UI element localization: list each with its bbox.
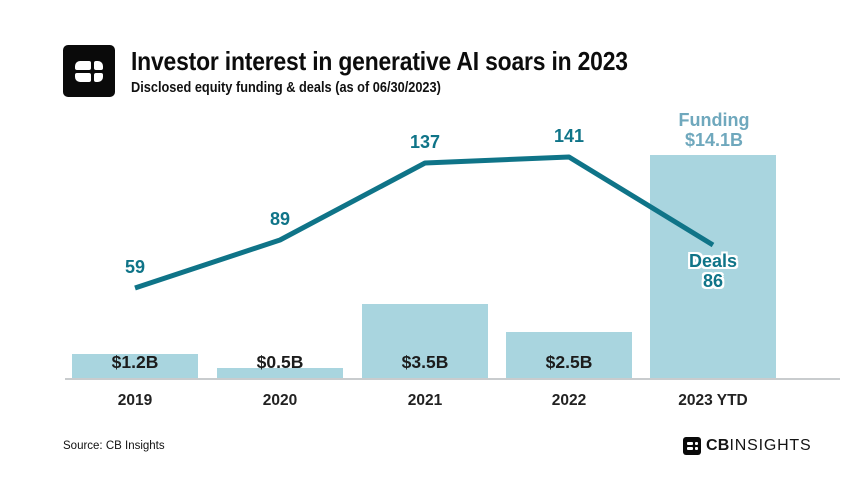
cbinsights-wordmark: CB INSIGHTS [683, 436, 811, 456]
logo-cell [94, 60, 103, 70]
logo-cell [686, 442, 693, 445]
deals-line [134, 154, 715, 291]
deals-point-label: 137 [409, 132, 441, 152]
x-tick-2019: 2019 [117, 392, 153, 409]
wordmark-insights: INSIGHTS [729, 437, 812, 454]
x-tick-2021: 2021 [407, 392, 443, 409]
cbinsights-logo-badge-small [683, 437, 701, 455]
cbinsights-logo-icon [75, 60, 103, 82]
funding-bar-2019 [72, 354, 198, 378]
funding-value-label: $0.5B [256, 352, 304, 372]
logo-cell [94, 72, 103, 82]
x-tick-2020: 2020 [262, 392, 298, 409]
funding-bar-2021 [362, 304, 488, 378]
page-subtitle: Disclosed equity funding & deals (as of … [131, 80, 441, 96]
x-tick-2022: 2022 [551, 392, 587, 409]
funding-annotation: Funding $14.1B [652, 110, 776, 150]
funding-value-label: $1.2B [111, 352, 159, 372]
x-tick-2023-ytd: 2023 YTD [678, 392, 748, 409]
logo-cell [75, 72, 91, 82]
funding-bar-2020 [217, 368, 343, 378]
funding-value-label: $3.5B [401, 352, 449, 372]
source-label: Source: CB Insights [63, 440, 165, 452]
cbinsights-logo-badge [63, 45, 115, 97]
funding-annotation-title: Funding [678, 110, 750, 130]
logo-cell [75, 60, 91, 70]
deals-annotation-title: Deals [688, 251, 738, 271]
deals-annotation: Deals 86 [651, 251, 775, 291]
logo-cell [686, 447, 693, 450]
funding-annotation-value: $14.1B [684, 130, 744, 150]
funding-bar-2022 [506, 332, 632, 378]
logo-cell [694, 447, 698, 450]
wordmark-cb: CB [706, 437, 730, 454]
logo-cell [694, 442, 698, 445]
page-title: Investor interest in generative AI soars… [131, 46, 628, 76]
funding-value-label: $2.5B [545, 352, 593, 372]
cbinsights-logo-icon-small [686, 442, 698, 450]
deals-point-label: 59 [124, 257, 146, 277]
deals-point-label: 141 [553, 126, 585, 146]
x-axis-line [65, 378, 840, 380]
deals-point-label: 89 [269, 209, 291, 229]
deals-annotation-value: 86 [702, 271, 724, 291]
